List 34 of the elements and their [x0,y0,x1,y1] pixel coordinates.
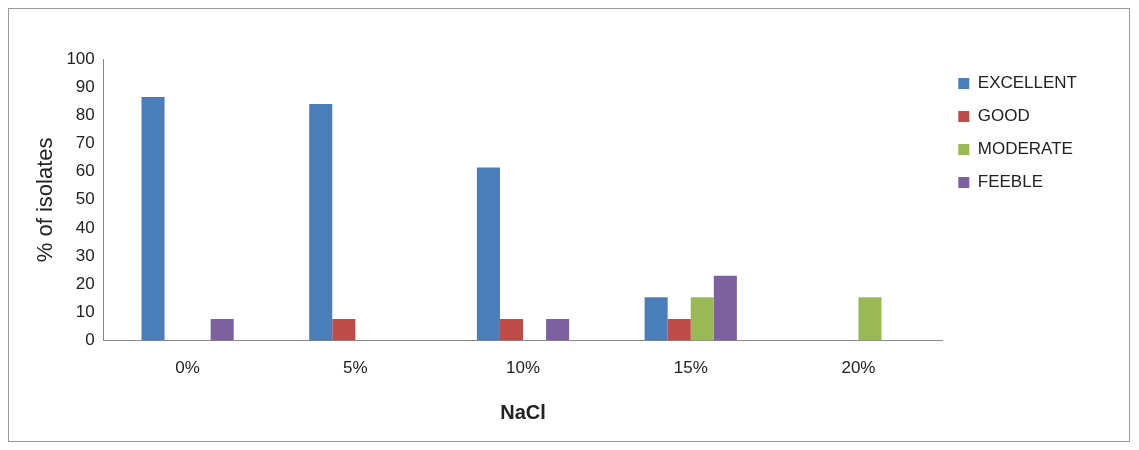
y-tick-label: 20 [75,273,95,293]
y-tick-label: 80 [75,105,95,125]
bar [476,167,500,341]
x-axis-title: NaCl [500,400,546,423]
bar [309,104,333,341]
y-tick-label: 70 [75,133,95,153]
bar [690,297,714,341]
y-tick-label: 30 [75,245,95,265]
bar [332,318,356,341]
x-tick-label: 20% [841,358,876,378]
bar [858,297,882,341]
x-tick-label: 5% [343,358,368,378]
legend-label: EXCELLENT [977,73,1077,93]
y-axis-title: % of isolates [32,137,58,263]
bar [713,275,737,341]
bar [644,297,668,341]
x-tick-label: 10% [506,358,541,378]
x-tick-label: 0% [175,358,200,378]
y-tick-label: 40 [75,217,95,237]
bar [546,318,570,341]
bar [141,97,165,341]
y-tick-label: 100 [66,48,95,68]
legend-label: FEEBLE [977,172,1043,192]
y-tick-label: 0 [85,330,95,350]
y-tick-label: 50 [75,189,95,209]
bar [210,318,234,341]
x-tick-label: 15% [673,358,708,378]
y-tick-label: 60 [75,161,95,181]
bar [667,318,691,341]
y-tick-label: 90 [75,76,95,96]
legend-label: GOOD [977,106,1030,126]
legend-label: MODERATE [977,139,1073,159]
y-tick-label: 10 [75,302,95,322]
bar [499,318,524,341]
